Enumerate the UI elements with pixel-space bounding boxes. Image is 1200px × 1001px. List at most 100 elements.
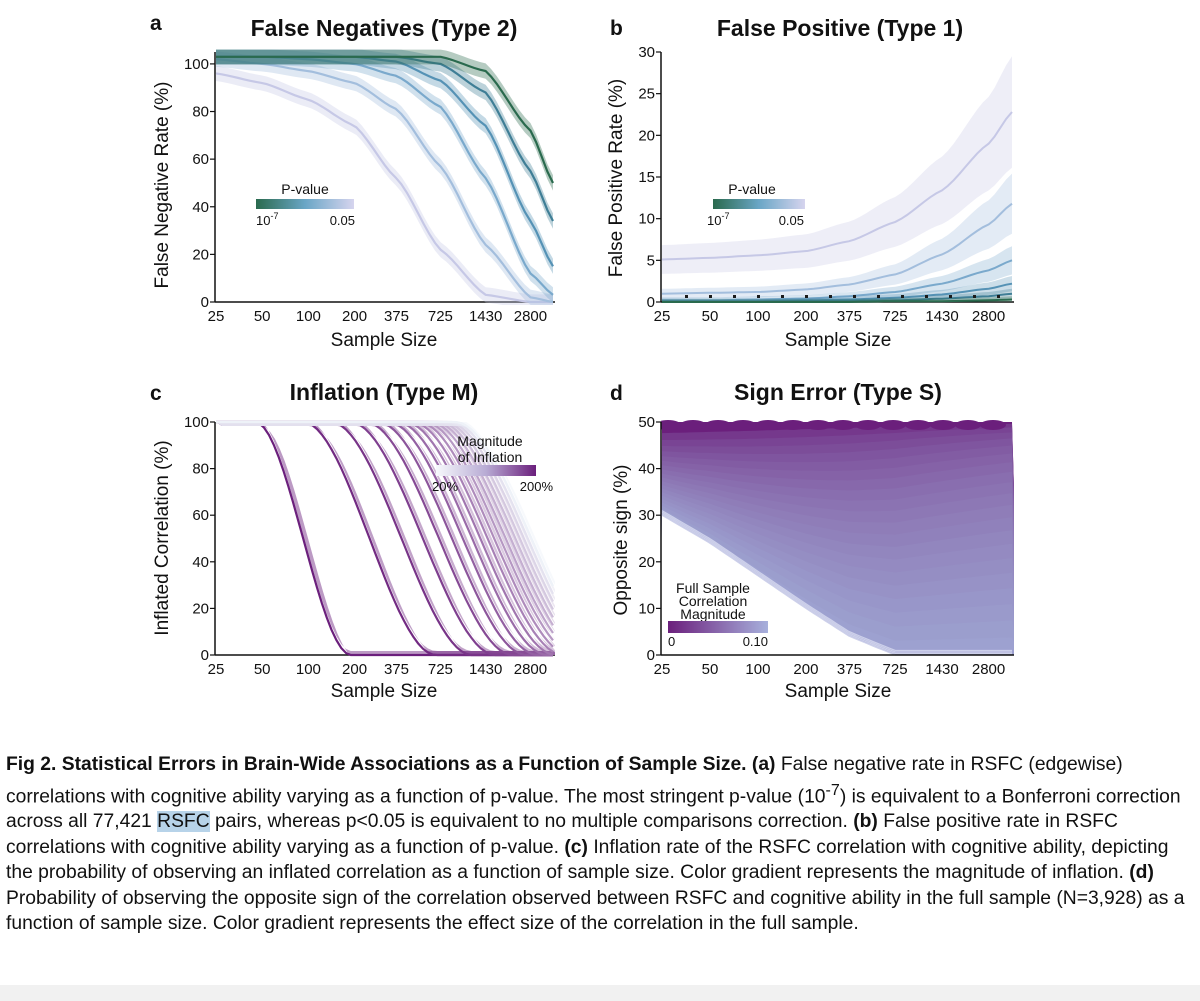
- panel-d-top-scallop: [680, 420, 706, 430]
- x-tick-label: 1430: [925, 661, 958, 678]
- caption-d-text: Probability of observing the opposite si…: [6, 887, 1185, 935]
- y-tick-label: 0: [201, 294, 209, 311]
- x-tick-label: 200: [793, 308, 818, 325]
- y-tick-label: 25: [638, 86, 655, 103]
- y-tick-label: 30: [638, 44, 655, 61]
- y-tick-label: 10: [638, 211, 655, 228]
- panel-b-ylabel: False Positive Rate (%): [606, 79, 627, 278]
- y-tick-label: 40: [192, 199, 209, 216]
- panel-b-xlabel: Sample Size: [785, 330, 892, 351]
- x-tick-label: 50: [254, 661, 271, 678]
- panel-a-band-2: [216, 49, 553, 303]
- panel-b-legend: P-value 10-7 0.05: [707, 181, 805, 228]
- panel-c-legend: Magnitude of Inflation 20% 200%: [432, 433, 553, 494]
- x-tick-label: 725: [883, 308, 908, 325]
- panel-b-dot: [853, 295, 856, 298]
- caption-d-label: (d): [1129, 862, 1154, 884]
- x-tick-label: 100: [745, 661, 770, 678]
- panel-d-top-scallop: [930, 420, 956, 430]
- caption-title: Fig 2. Statistical Errors in Brain-Wide …: [6, 754, 747, 775]
- panel-c-xlabel: Sample Size: [331, 681, 438, 702]
- panel-d-x-ticks: 25 50 100 200 375 725 1430 2800: [654, 661, 1006, 678]
- footer-bar: [0, 985, 1200, 1001]
- y-tick-label: 60: [192, 151, 209, 168]
- panel-a-band-5: [216, 49, 553, 191]
- x-tick-label: 2800: [972, 661, 1005, 678]
- x-tick-label: 725: [883, 661, 908, 678]
- panel-d-edge-line: [661, 513, 1012, 655]
- panel-d-top-scallop: [730, 420, 756, 430]
- panel-a: a False Negatives (Type 2) False Negativ…: [150, 12, 555, 351]
- y-tick-label: 30: [638, 507, 655, 524]
- y-tick-label: 0: [647, 647, 655, 664]
- y-tick-label: 60: [192, 507, 209, 524]
- panel-b-dot: [973, 295, 976, 298]
- y-tick-label: 20: [638, 554, 655, 571]
- y-tick-label: 40: [192, 554, 209, 571]
- x-tick-label: 375: [837, 308, 862, 325]
- panel-b-dot: [709, 295, 712, 298]
- panel-a-legend-low: 10-7: [256, 211, 278, 228]
- x-tick-label: 25: [208, 308, 225, 325]
- panel-b-dot: [877, 295, 880, 298]
- x-tick-label: 1430: [925, 308, 958, 325]
- caption-b-label: (b): [853, 811, 878, 833]
- panel-a-y-ticks: 0 20 40 60 80 100: [184, 56, 215, 311]
- panel-c-legend-gradient: [436, 465, 536, 476]
- panel-letter-c: c: [150, 382, 162, 405]
- x-tick-label: 200: [793, 661, 818, 678]
- panel-a-ylabel: False Negative Rate (%): [152, 82, 173, 289]
- panel-d-top-scallop: [661, 420, 681, 430]
- caption-highlight-rsfc[interactable]: RSFC: [157, 811, 210, 833]
- panel-b-dot: [1045, 295, 1048, 298]
- y-tick-label: 20: [192, 246, 209, 263]
- panel-c-series: [216, 420, 555, 657]
- y-tick-label: 20: [638, 127, 655, 144]
- x-tick-label: 200: [342, 661, 367, 678]
- panel-b-y-ticks: 0 5 10 15 20 25 30: [638, 44, 661, 311]
- panel-c-band-11: [216, 422, 555, 655]
- x-tick-label: 725: [428, 308, 453, 325]
- x-tick-label: 25: [654, 308, 671, 325]
- panel-b-title: False Positive (Type 1): [717, 15, 963, 41]
- x-tick-label: 100: [296, 661, 321, 678]
- x-tick-label: 725: [428, 661, 453, 678]
- y-tick-label: 100: [184, 56, 209, 73]
- x-tick-label: 25: [654, 661, 671, 678]
- panel-b-legend-gradient: [713, 199, 805, 209]
- panel-d-top-scallop: [955, 420, 981, 430]
- y-tick-label: 15: [638, 169, 655, 186]
- panel-b-line-1: [661, 202, 1013, 295]
- y-tick-label: 10: [638, 600, 655, 617]
- panel-b-band-1: [662, 173, 1012, 299]
- x-tick-label: 375: [837, 661, 862, 678]
- panel-d-top-scallop: [755, 420, 781, 430]
- x-tick-label: 50: [702, 308, 719, 325]
- panel-b: b False Positive (Type 1) False Positive…: [606, 15, 1048, 351]
- caption-a-sup: -7: [825, 780, 840, 799]
- panel-b-band-2: [662, 246, 1012, 302]
- panel-c-x-ticks: 25 50 100 200 375 725 1430 2800: [208, 661, 547, 678]
- panel-d-legend-gradient: [668, 621, 768, 633]
- panel-a-xlabel: Sample Size: [331, 330, 438, 351]
- panel-b-dot: [901, 295, 904, 298]
- panel-a-legend-high: 0.05: [330, 213, 355, 228]
- panel-d-top-scallop: [855, 420, 881, 430]
- panel-d-top-scallop: [880, 420, 906, 430]
- caption-a-text-1: False negative rate in RSFC (edgewise) c…: [6, 754, 1123, 807]
- x-tick-label: 1430: [469, 308, 502, 325]
- panel-b-line-0: [661, 111, 1013, 261]
- x-tick-label: 375: [384, 308, 409, 325]
- y-tick-label: 80: [192, 461, 209, 478]
- panel-d-edge-line: [661, 510, 1012, 652]
- panel-b-dot: [829, 295, 832, 298]
- figure-caption: Fig 2. Statistical Errors in Brain-Wide …: [6, 752, 1196, 937]
- caption-a-text-3: pairs, whereas p<0.05 is equivalent to n…: [215, 811, 848, 833]
- panel-c-title: Inflation (Type M): [290, 379, 479, 405]
- panel-d-ylabel: Opposite sign (%): [611, 464, 632, 615]
- panel-a-line-0: [215, 72, 553, 304]
- panel-b-dot: [757, 295, 760, 298]
- panel-c-band-8: [216, 422, 555, 647]
- x-tick-label: 25: [208, 661, 225, 678]
- panel-d-legend-title-2: Correlation: [679, 593, 747, 609]
